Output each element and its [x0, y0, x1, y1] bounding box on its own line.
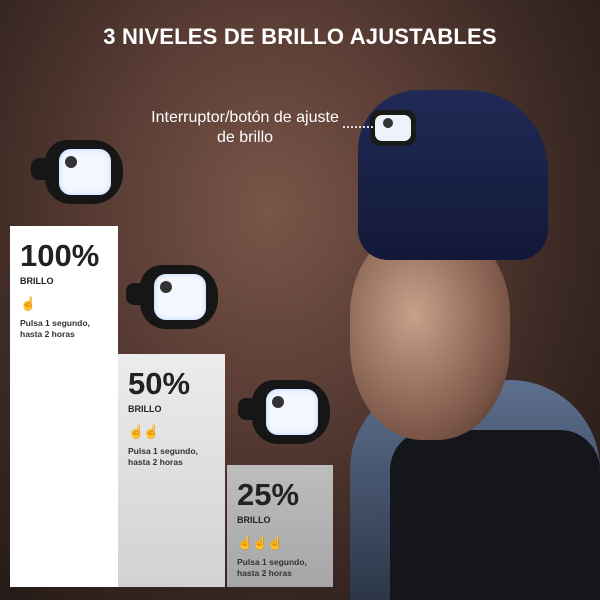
level-panel-100: 100% BRILLO ☝ Pulsa 1 segundo, hasta 2 h…	[10, 226, 118, 587]
level-percent: 25%	[237, 477, 300, 512]
headline: 3 NIVELES DE BRILLO AJUSTABLES	[103, 24, 497, 49]
jacket	[390, 430, 600, 600]
tap-hand-icon: ☝☝	[128, 424, 159, 439]
tap-hand-icon: ☝☝☝	[237, 535, 284, 550]
callout-leader-line	[343, 126, 373, 128]
level-panel-50: 50% BRILLO ☝☝ Pulsa 1 segundo, hasta 2 h…	[118, 354, 225, 587]
level-description: Pulsa 1 segundo, hasta 2 horas	[20, 318, 90, 339]
level-description: Pulsa 1 segundo, hasta 2 horas	[237, 557, 307, 578]
led-lamp-100	[31, 140, 123, 204]
led-lamp-25	[238, 380, 330, 444]
led-lamp-50	[126, 265, 218, 329]
level-label: BRILLO	[20, 276, 54, 286]
level-percent: 100%	[20, 238, 100, 273]
tap-hand-icon: ☝	[20, 296, 36, 311]
level-panel-25: 25% BRILLO ☝☝☝ Pulsa 1 segundo, hasta 2 …	[227, 465, 333, 587]
power-button-icon	[65, 156, 77, 168]
beanie-led-light	[370, 110, 416, 146]
button-callout: Interruptor/botón de ajuste de brillo	[151, 109, 339, 146]
level-label: BRILLO	[128, 404, 162, 414]
model-wearing-led-beanie	[330, 90, 600, 600]
level-percent: 50%	[128, 366, 191, 401]
level-label: BRILLO	[237, 515, 271, 525]
face	[350, 230, 510, 440]
power-button-icon	[272, 396, 284, 408]
power-button-icon	[160, 281, 172, 293]
power-button-icon	[383, 118, 393, 128]
level-description: Pulsa 1 segundo, hasta 2 horas	[128, 446, 198, 467]
